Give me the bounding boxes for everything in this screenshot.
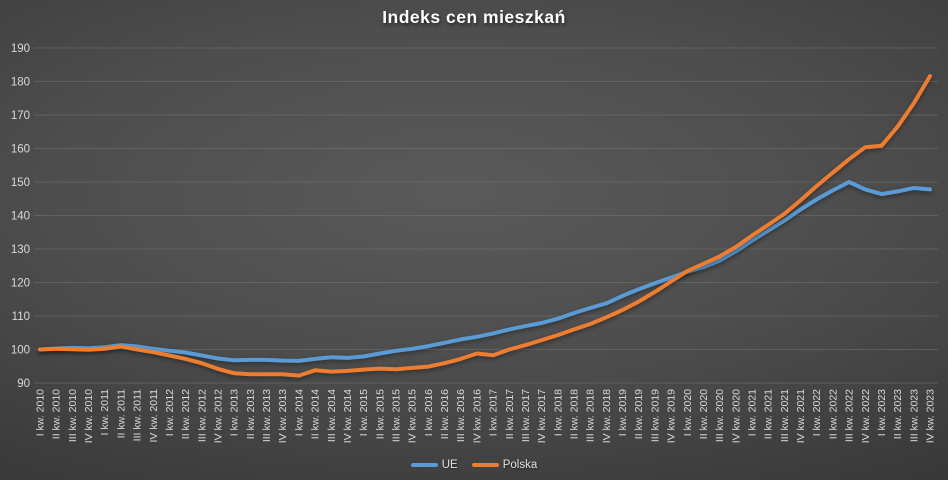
x-tick-label: IV kw. 2023 [925,389,937,443]
x-tick-label: II kw. 2017 [504,389,516,439]
x-tick-label: II kw. 2014 [310,389,322,439]
x-tick-label: I kw. 2021 [747,389,759,436]
legend-label-ue: UE [441,459,458,471]
x-tick-label: II kw. 2019 [633,389,645,439]
x-tick-label: II kw. 2012 [180,389,192,439]
x-tick-label: I kw. 2014 [293,389,305,436]
legend: UE Polska [0,459,948,471]
y-tick-label-150: 150 [11,177,30,189]
series-line-polska [38,74,932,378]
y-tick-label-190: 190 [11,43,30,55]
y-tick-label-140: 140 [11,211,30,223]
x-tick-label: I kw. 2011 [99,389,111,436]
x-tick-label: III kw. 2017 [520,389,532,442]
x-tick-label: III kw. 2010 [67,389,79,442]
series-line-ue [38,180,932,363]
x-tick-label: II kw. 2015 [374,389,386,439]
x-tick-label: I kw. 2023 [876,389,888,436]
x-tick-label: IV kw. 2017 [536,389,548,443]
x-tick-label: III kw. 2012 [196,389,208,442]
x-axis-labels: I kw. 2010 II kw. 2010 III kw. 2010 IV kw. … [35,389,937,443]
x-tick-label: I kw. 2015 [358,389,370,436]
x-tick-label: III kw. 2014 [326,389,338,442]
x-tick-label: II kw. 2020 [698,389,710,439]
y-tick-label-160: 160 [11,144,30,156]
x-tick-label: I kw. 2012 [164,389,176,436]
y-tick-label-120: 120 [11,278,30,290]
x-tick-label: I kw. 2022 [811,389,823,436]
x-tick-label: III kw. 2019 [649,389,661,442]
x-tick-label: III kw. 2015 [391,389,403,442]
legend-label-polska: Polska [502,459,538,471]
x-tick-label: III kw. 2016 [455,389,467,442]
x-tick-label: I kw. 2017 [488,389,500,436]
y-tick-label-170: 170 [11,110,30,122]
x-tick-label: IV kw. 2018 [601,389,613,443]
x-tick-label: IV kw. 2012 [213,389,225,443]
y-tick-label-100: 100 [11,345,30,357]
legend-item-ue: UE [410,459,458,471]
gridlines [34,47,938,384]
y-tick-label-130: 130 [11,244,30,256]
x-tick-label: III kw. 2013 [261,389,273,442]
x-tick-label: III kw. 2011 [132,389,144,441]
x-tick-label: III kw. 2018 [585,389,597,442]
x-tick-label: I kw. 2010 [35,389,47,436]
x-tick-label: III kw. 2021 [779,389,791,442]
x-tick-label: IV kw. 2015 [407,389,419,443]
x-tick-label: IV kw. 2010 [83,389,95,443]
x-tick-label: IV kw. 2014 [342,389,354,443]
x-tick-label: IV kw. 2022 [860,389,872,443]
x-tick-label: III kw. 2020 [714,389,726,442]
x-tick-label: III kw. 2022 [844,389,856,442]
legend-item-polska: Polska [471,459,538,471]
x-tick-label: II kw. 2011 [115,389,127,439]
x-tick-label: IV kw. 2019 [666,389,678,443]
x-tick-label: I kw. 2018 [552,389,564,436]
chart-title: Indeks cen mieszkań [382,7,566,27]
x-tick-label: II kw. 2023 [892,389,904,439]
y-tick-label-180: 180 [11,77,30,89]
x-tick-label: II kw. 2022 [827,389,839,439]
y-axis-labels: 90 100 110 120 130 140 150 160 170 180 190 [11,43,30,390]
x-tick-label: II kw. 2010 [51,389,63,439]
x-tick-label: II kw. 2018 [569,389,581,439]
x-tick-label: I kw. 2013 [229,389,241,436]
x-tick-label: IV kw. 2021 [795,389,807,443]
x-tick-label: II kw. 2016 [439,389,451,439]
x-tick-label: I kw. 2020 [682,389,694,436]
x-tick-label: II kw. 2021 [763,389,775,439]
y-tick-label-110: 110 [12,311,30,323]
x-tick-label: IV kw. 2011 [148,389,160,443]
polska-line-swatch [471,462,499,468]
y-tick-label-90: 90 [17,378,30,390]
x-tick-label: I kw. 2016 [423,389,435,436]
ue-line-swatch [410,462,438,468]
x-tick-label: III kw. 2023 [908,389,920,442]
x-tick-label: I kw. 2019 [617,389,629,436]
x-tick-label: IV kw. 2020 [730,389,742,443]
x-tick-label: II kw. 2013 [245,389,257,439]
x-tick-label: IV kw. 2013 [277,389,289,443]
x-tick-label: IV kw. 2016 [471,389,483,443]
series-lines [38,74,932,378]
